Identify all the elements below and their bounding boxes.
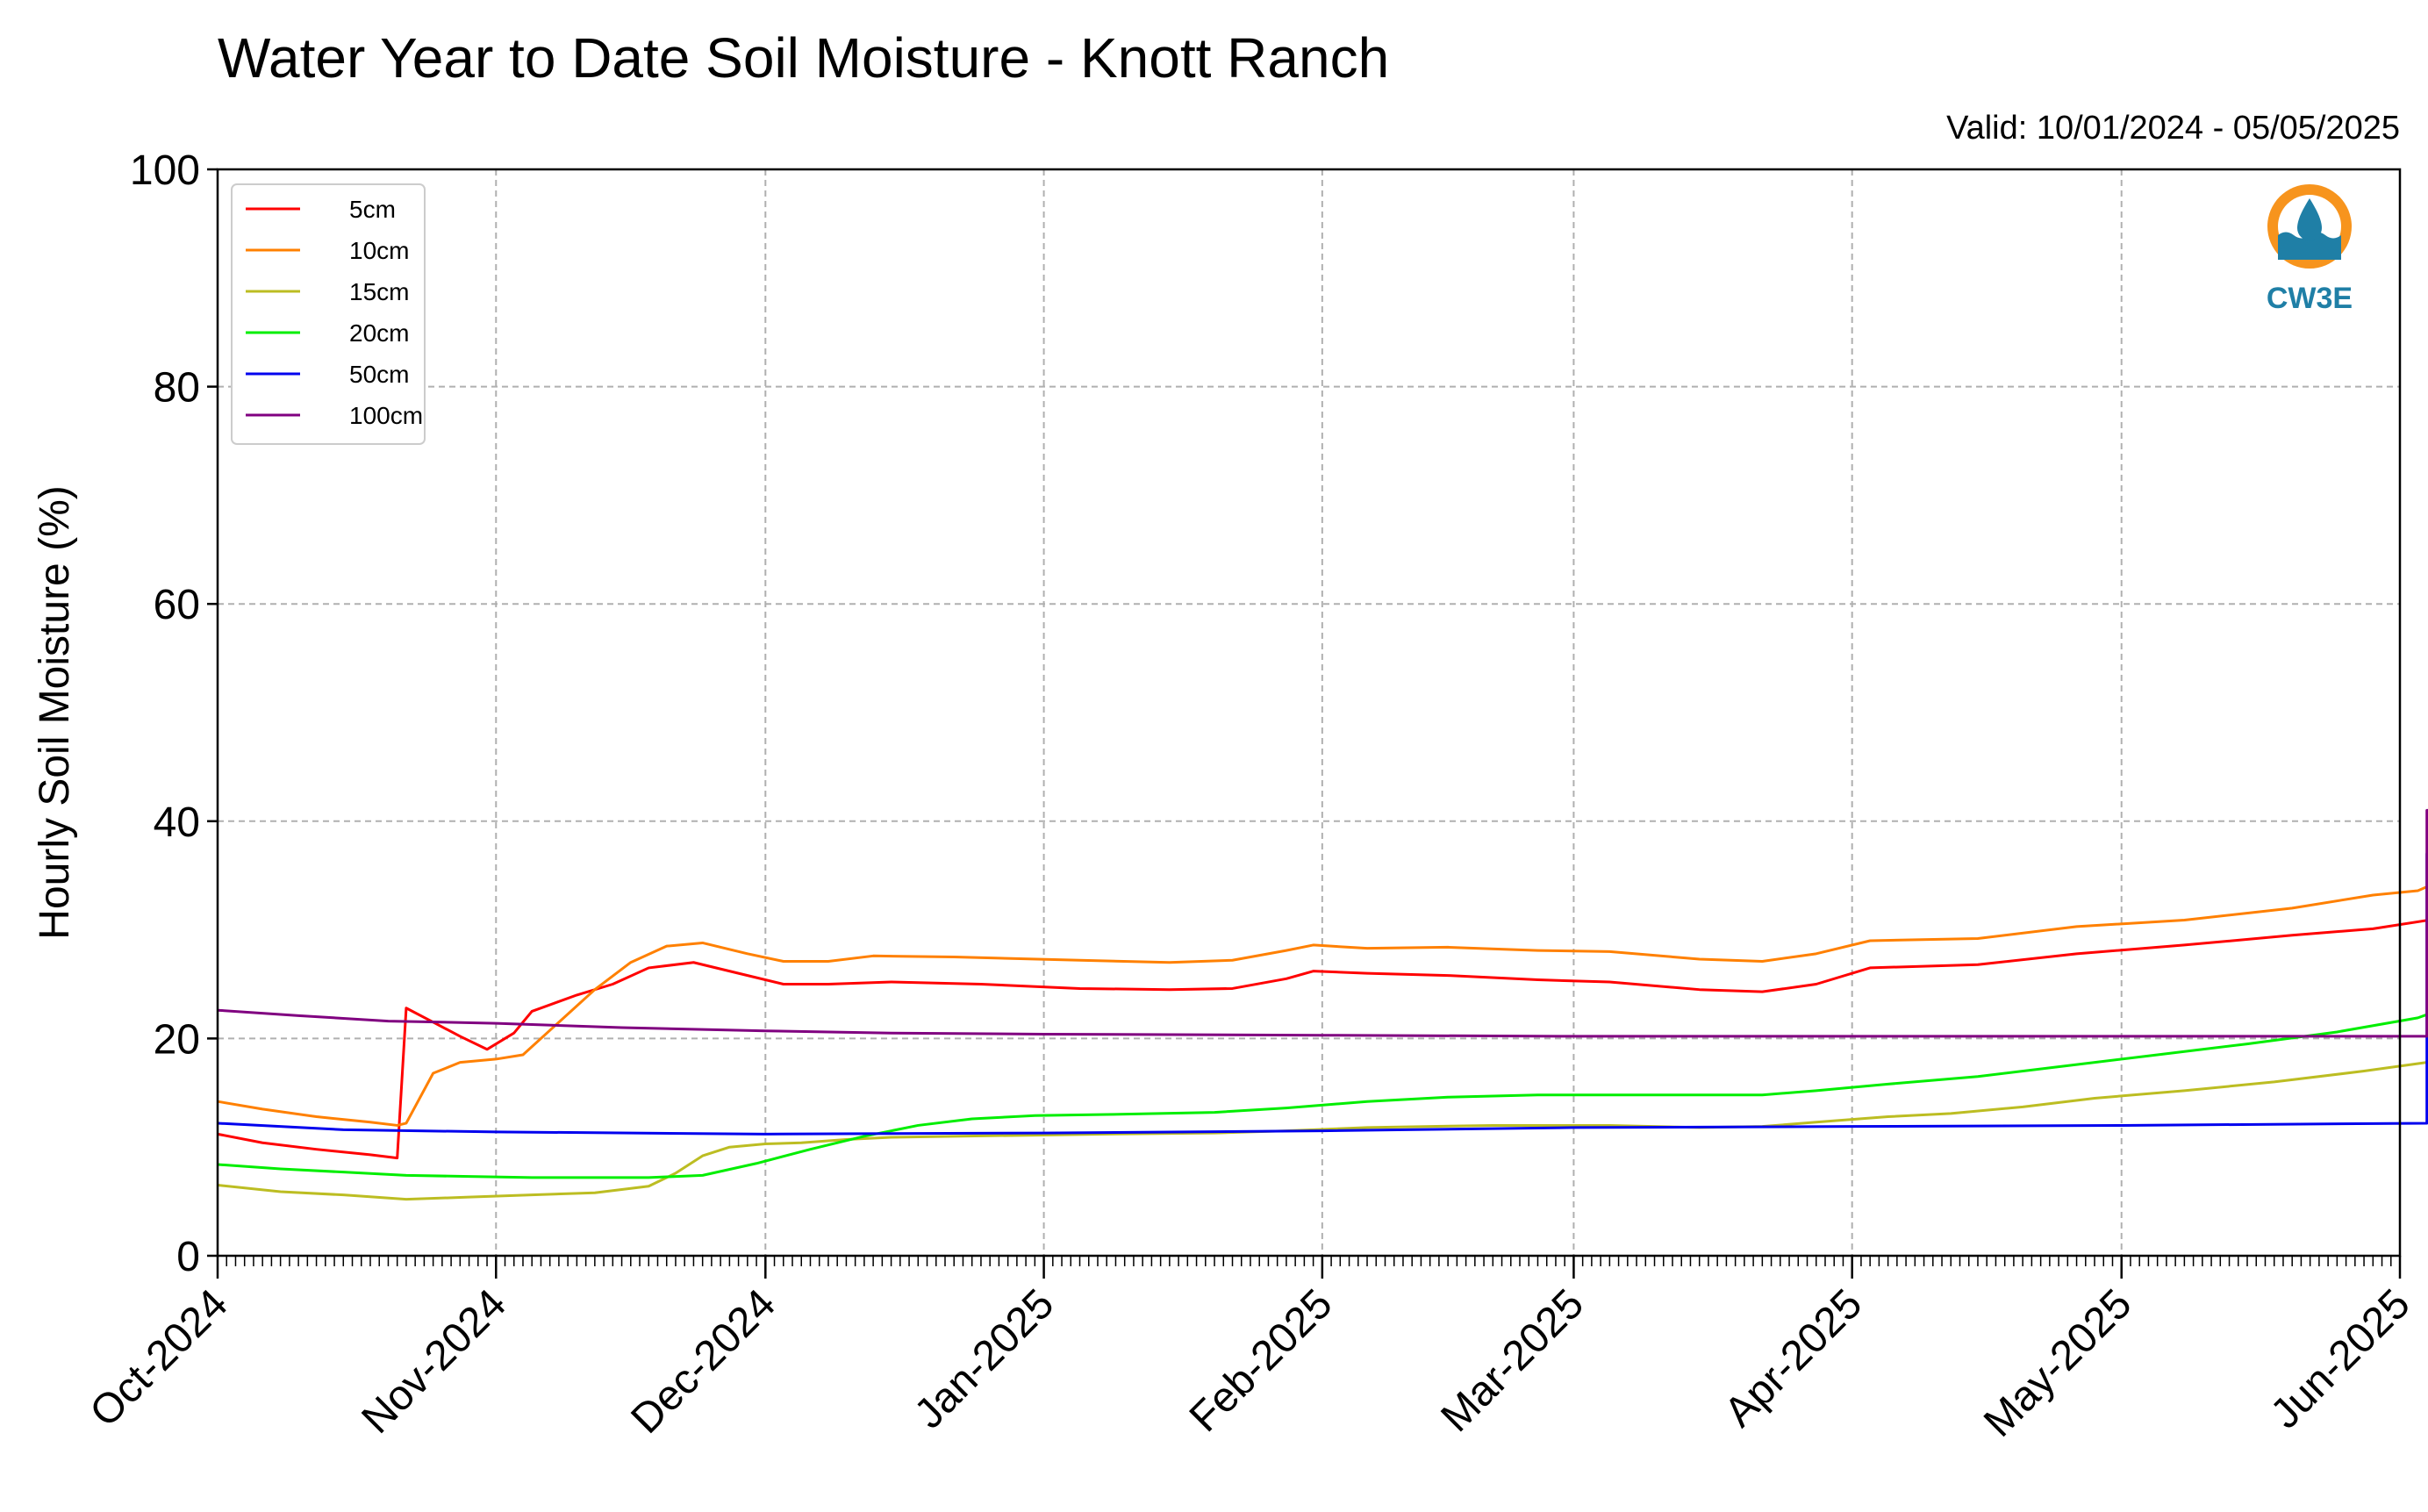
y-tick-label: 20 [154,1016,200,1063]
cw3e-logo: CW3E [2267,184,2353,315]
grid-lines [218,169,2400,1256]
x-tick-label: Oct-2024 [82,1280,237,1436]
series-line-15cm [217,1060,2428,1201]
x-tick-label: Jan-2025 [906,1280,1063,1437]
series-line-100cm [217,808,2428,1038]
legend-label-10cm: 10cm [349,237,409,264]
y-tick-label: 0 [176,1234,200,1280]
series-line-10cm [217,885,2428,1127]
logo-label: CW3E [2267,282,2353,315]
x-tick-label: Dec-2024 [622,1280,784,1443]
x-tick-label: Apr-2025 [1715,1280,1871,1436]
logo-drop-icon [2297,198,2322,240]
x-tick-label: Nov-2024 [353,1280,515,1443]
x-minor-ticks [217,1256,2401,1266]
series-line-50cm [217,850,2428,1136]
legend-label-100cm: 100cm [349,402,423,429]
legend: 5cm 10cm 15cm 20cm 50cm 100cm [231,183,426,445]
x-tick-label: Jun-2025 [2262,1280,2419,1437]
legend-label-50cm: 50cm [349,361,409,388]
x-tick-label: May-2025 [1975,1280,2140,1445]
logo-wave-icon [2278,232,2341,260]
legend-label-20cm: 20cm [349,319,409,347]
valid-date-range: Valid: 10/01/2024 - 05/05/2025 [1946,110,2400,147]
legend-label-15cm: 15cm [349,278,409,305]
y-tick-label: 60 [154,582,200,628]
y-axis-label: Hourly Soil Moisture (%) [32,485,78,939]
y-tick-label: 40 [154,799,200,846]
x-tick-label: Feb-2025 [1181,1280,1342,1441]
y-tick-label: 100 [130,147,200,194]
axes: 0 20 40 60 80 100 Oct-2024 Nov-2024 Dec-2024 Jan-… [82,147,2419,1446]
series-line-20cm [217,1010,2428,1179]
data-series [217,808,2428,1201]
chart-title: Water Year to Date Soil Moisture - Knott… [218,26,1389,90]
x-tick-label: Mar-2025 [1432,1280,1593,1441]
y-tick-label: 80 [154,365,200,412]
series-line-5cm [217,919,2428,1160]
legend-label-5cm: 5cm [349,196,396,223]
plot-area-frame [216,168,2402,1258]
